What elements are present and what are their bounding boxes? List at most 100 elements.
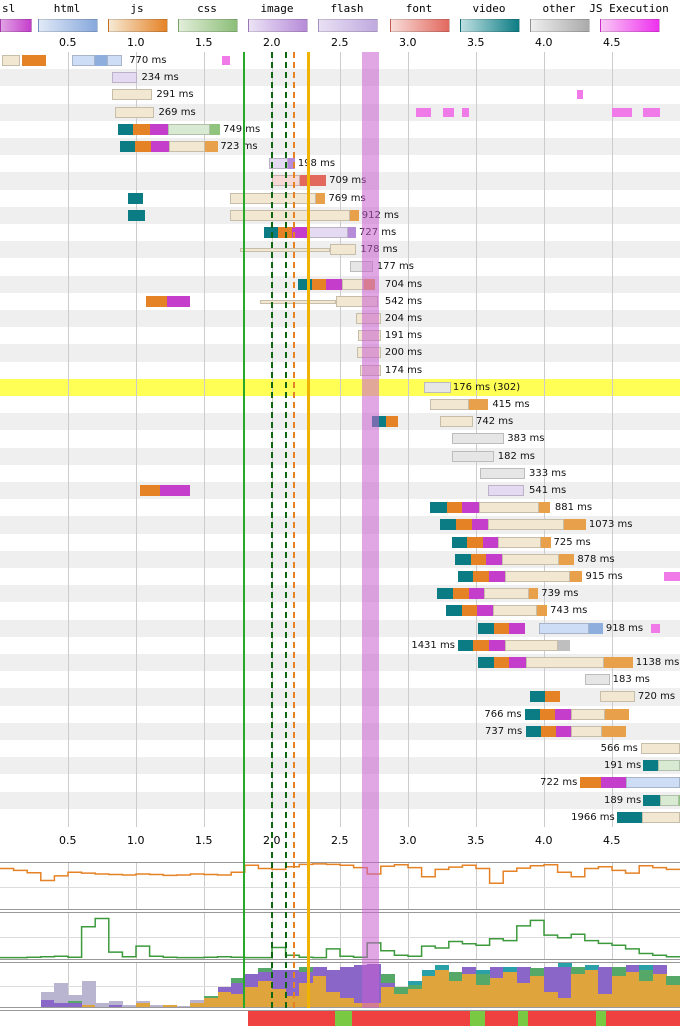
request-row[interactable]: 269 ms xyxy=(0,104,680,121)
request-bar-segment-jsL[interactable] xyxy=(504,571,570,582)
request-bar-segment-ssl[interactable] xyxy=(554,708,571,720)
request-row[interactable]: 749 ms xyxy=(0,121,680,138)
request-bar-segment-cssD[interactable] xyxy=(678,794,680,806)
request-bar-segment-jsL[interactable] xyxy=(478,502,539,514)
request-bar-segment-dns[interactable] xyxy=(524,708,540,720)
request-bar-segment-ssl[interactable] xyxy=(482,536,499,548)
request-bar-segment-conn[interactable] xyxy=(539,708,555,720)
request-bar-segment-dns[interactable] xyxy=(478,622,494,634)
request-bar-segment-dns[interactable] xyxy=(478,657,494,668)
request-bar-segment-conn[interactable] xyxy=(545,691,561,703)
request-row[interactable]: 1073 ms xyxy=(0,516,680,533)
request-bar-segment-imgL[interactable] xyxy=(488,485,525,496)
request-bar-segment-conn[interactable] xyxy=(470,553,487,565)
request-bar-segment-dns[interactable] xyxy=(118,123,134,135)
request-bar-segment-dns[interactable] xyxy=(446,605,462,617)
request-row[interactable]: 200 ms xyxy=(0,344,680,361)
request-bar-segment-dns[interactable] xyxy=(439,519,457,531)
request-row[interactable]: 723 ms xyxy=(0,138,680,155)
request-bar-segment-jsL[interactable] xyxy=(498,536,541,548)
request-bar-segment-otherL[interactable] xyxy=(480,467,526,479)
request-bar-segment-otherL[interactable] xyxy=(452,433,505,445)
request-row[interactable]: 720 ms xyxy=(0,688,680,705)
request-bar-segment-jsD[interactable] xyxy=(605,708,630,720)
request-row[interactable]: 174 ms xyxy=(0,362,680,379)
request-bar-segment-jsL[interactable] xyxy=(429,399,470,410)
request-bar-segment-conn[interactable] xyxy=(580,777,602,789)
request-bar-segment-dns[interactable] xyxy=(371,416,387,428)
request-bar-segment-fontD[interactable] xyxy=(299,175,326,187)
request-row[interactable]: 709 ms xyxy=(0,172,680,189)
request-bar-segment-dns[interactable] xyxy=(437,588,453,600)
request-row[interactable]: 183 ms xyxy=(0,671,680,688)
request-row[interactable]: 566 ms xyxy=(0,740,680,757)
request-row[interactable]: 918 ms xyxy=(0,620,680,637)
request-bar-segment-conn[interactable] xyxy=(145,295,168,307)
request-row[interactable]: 234 ms xyxy=(0,69,680,86)
request-row[interactable]: 742 ms xyxy=(0,413,680,430)
request-bar-segment-jsL[interactable] xyxy=(439,416,474,428)
request-bar-segment-jsL[interactable] xyxy=(335,295,379,307)
request-bar-segment-jsL[interactable] xyxy=(2,55,21,66)
request-bar-segment-thin[interactable] xyxy=(259,299,336,304)
request-bar-segment-conn[interactable] xyxy=(493,657,510,668)
request-row[interactable]: 1431 ms xyxy=(0,637,680,654)
request-row[interactable]: 766 ms xyxy=(0,706,680,723)
request-bar-segment-jsL[interactable] xyxy=(484,588,530,600)
request-bar-segment-conn[interactable] xyxy=(467,536,483,548)
request-row[interactable]: 191 ms xyxy=(0,327,680,344)
request-bar-segment-jsL[interactable] xyxy=(111,89,153,101)
request-row[interactable]: 704 ms xyxy=(0,276,680,293)
request-bar-segment-dns[interactable] xyxy=(458,639,474,651)
request-bar-segment-jsD[interactable] xyxy=(558,553,575,565)
request-bar-segment-ssl[interactable] xyxy=(462,502,479,514)
request-bar-segment-cssD[interactable] xyxy=(210,123,221,135)
request-row[interactable]: 291 ms xyxy=(0,86,680,103)
request-bar-segment-dns[interactable] xyxy=(127,192,143,204)
request-bar-segment-ssl[interactable] xyxy=(509,622,525,634)
request-bar-segment-ssl[interactable] xyxy=(486,553,502,565)
request-bar-segment-ssl[interactable] xyxy=(150,123,168,135)
request-row[interactable]: 1138 ms xyxy=(0,654,680,671)
request-bar-segment-dns[interactable] xyxy=(454,553,471,565)
request-bar-segment-ssl[interactable] xyxy=(488,639,505,651)
request-row[interactable]: 182 ms xyxy=(0,448,680,465)
request-bar-segment-htmlD[interactable] xyxy=(588,622,603,634)
request-bar-segment-jsL[interactable] xyxy=(357,330,381,342)
request-row[interactable]: 769 ms xyxy=(0,190,680,207)
request-bar-segment-jsL[interactable] xyxy=(488,519,565,531)
request-row[interactable]: 722 ms xyxy=(0,774,680,791)
request-bar-segment-jsL[interactable] xyxy=(359,364,381,376)
request-bar-segment-fontL[interactable] xyxy=(272,175,300,187)
request-bar-segment-cssL[interactable] xyxy=(167,123,211,135)
request-bar-segment-jsD[interactable] xyxy=(529,588,538,600)
request-bar-segment-dns[interactable] xyxy=(452,536,468,548)
request-bar-segment-imgL[interactable] xyxy=(308,227,349,238)
request-row[interactable]: 770 ms xyxy=(0,52,680,69)
request-bar-segment-jsL[interactable] xyxy=(501,553,559,565)
request-bar-segment-otherL[interactable] xyxy=(424,381,451,393)
request-bar-segment-jsD[interactable] xyxy=(569,571,583,582)
request-bar-segment-conn[interactable] xyxy=(278,227,293,238)
request-row[interactable]: 415 ms xyxy=(0,396,680,413)
request-bar-segment-conn[interactable] xyxy=(473,639,489,651)
request-bar-segment-htmlL[interactable] xyxy=(107,55,123,66)
request-bar-segment-ssl[interactable] xyxy=(509,657,526,668)
request-bar-segment-jsL[interactable] xyxy=(342,278,364,290)
request-row[interactable]: 204 ms xyxy=(0,310,680,327)
request-bar-segment-ssl[interactable] xyxy=(601,777,626,789)
request-bar-segment-conn[interactable] xyxy=(312,278,327,290)
request-bar-segment-otherL[interactable] xyxy=(349,261,374,273)
request-bar-segment-otherD[interactable] xyxy=(557,639,570,651)
request-bar-segment-ssl[interactable] xyxy=(150,141,169,152)
request-row[interactable]: 878 ms xyxy=(0,551,680,568)
request-bar-segment-jsL[interactable] xyxy=(599,691,636,703)
request-bar-segment-jsD[interactable] xyxy=(603,657,633,668)
request-bar-segment-jsL[interactable] xyxy=(329,244,357,256)
request-bar-segment-conn[interactable] xyxy=(133,123,151,135)
request-bar-segment-dns[interactable] xyxy=(127,209,145,221)
request-bar-segment-conn[interactable] xyxy=(473,571,489,582)
request-bar-segment-ssl[interactable] xyxy=(468,588,485,600)
request-row[interactable]: 743 ms xyxy=(0,602,680,619)
request-bar-segment-ssl[interactable] xyxy=(167,295,190,307)
